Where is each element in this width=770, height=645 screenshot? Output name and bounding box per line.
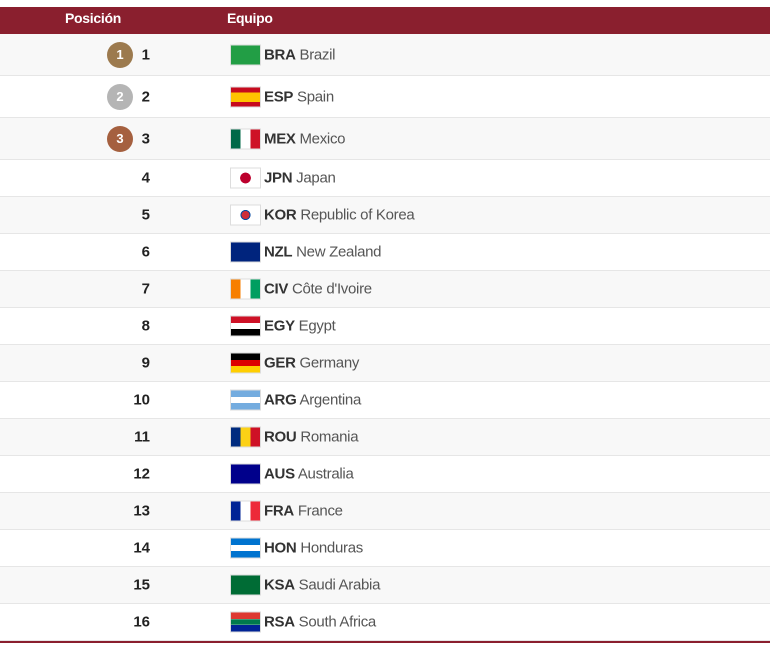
table-row[interactable]: 3 3 MEX Mexico bbox=[0, 118, 770, 160]
team-name[interactable]: GER Germany bbox=[264, 354, 360, 372]
position: 13 bbox=[133, 502, 150, 520]
header-position: Posición bbox=[65, 10, 121, 26]
team-name[interactable]: BRA Brazil bbox=[264, 46, 336, 63]
table-row[interactable]: 10 ARG Argentina bbox=[0, 382, 770, 419]
position: 3 bbox=[141, 130, 150, 147]
team-name[interactable]: MEX Mexico bbox=[264, 130, 346, 147]
position: 5 bbox=[141, 206, 150, 224]
medal-icon: 3 bbox=[107, 125, 133, 152]
team-name[interactable]: JPN Japan bbox=[264, 169, 336, 187]
flag-icon bbox=[230, 167, 261, 189]
table-row[interactable]: 5 KOR Republic of Korea bbox=[0, 197, 770, 234]
position: 6 bbox=[141, 243, 150, 261]
team-name[interactable]: CIV Côte d'Ivoire bbox=[264, 280, 372, 298]
flag-icon bbox=[230, 278, 261, 300]
team-name[interactable]: NZL New Zealand bbox=[264, 243, 382, 261]
flag-icon bbox=[230, 611, 261, 633]
team-name[interactable]: HON Honduras bbox=[264, 539, 363, 557]
team-name[interactable]: KSA Saudi Arabia bbox=[264, 576, 381, 594]
team-name[interactable]: ESP Spain bbox=[264, 88, 334, 105]
table-header: Posición Equipo bbox=[0, 7, 770, 34]
flag-icon bbox=[230, 128, 261, 149]
flag-icon bbox=[230, 574, 261, 596]
position: 11 bbox=[134, 428, 150, 446]
table-bottom-border bbox=[0, 641, 770, 643]
team-name[interactable]: ROU Romania bbox=[264, 428, 359, 446]
results-table: Posición Equipo 1 1 BRA Brazil 2 2 ESP Spain 3… bbox=[0, 7, 770, 643]
header-team: Equipo bbox=[227, 10, 273, 26]
flag-icon bbox=[230, 389, 261, 411]
flag-icon bbox=[230, 537, 261, 559]
medal-icon: 1 bbox=[107, 41, 133, 68]
position: 16 bbox=[133, 613, 150, 631]
position: 14 bbox=[133, 539, 150, 557]
table-body: 1 1 BRA Brazil 2 2 ESP Spain 3 3 MEX Mexico 4 JPN … bbox=[0, 34, 770, 641]
table-row[interactable]: 13 FRA France bbox=[0, 493, 770, 530]
flag-icon bbox=[230, 44, 261, 65]
team-name[interactable]: AUS Australia bbox=[264, 465, 354, 483]
flag-icon bbox=[230, 463, 261, 485]
position: 12 bbox=[133, 465, 150, 483]
table-row[interactable]: 2 2 ESP Spain bbox=[0, 76, 770, 118]
flag-icon bbox=[230, 86, 261, 107]
team-name[interactable]: FRA France bbox=[264, 502, 343, 520]
team-name[interactable]: RSA South Africa bbox=[264, 613, 376, 631]
team-name[interactable]: ARG Argentina bbox=[264, 391, 361, 409]
table-row[interactable]: 14 HON Honduras bbox=[0, 530, 770, 567]
medal-icon: 2 bbox=[107, 83, 133, 110]
position: 4 bbox=[141, 169, 150, 187]
team-name[interactable]: EGY Egypt bbox=[264, 317, 336, 335]
table-row[interactable]: 15 KSA Saudi Arabia bbox=[0, 567, 770, 604]
position: 10 bbox=[133, 391, 150, 409]
table-row[interactable]: 9 GER Germany bbox=[0, 345, 770, 382]
position: 7 bbox=[141, 280, 150, 298]
position: 9 bbox=[141, 354, 150, 372]
table-row[interactable]: 6 NZL New Zealand bbox=[0, 234, 770, 271]
table-row[interactable]: 1 1 BRA Brazil bbox=[0, 34, 770, 76]
position: 1 bbox=[141, 46, 150, 63]
team-name[interactable]: KOR Republic of Korea bbox=[264, 206, 415, 224]
flag-icon bbox=[230, 352, 261, 374]
table-row[interactable]: 12 AUS Australia bbox=[0, 456, 770, 493]
table-row[interactable]: 16 RSA South Africa bbox=[0, 604, 770, 641]
position: 2 bbox=[141, 88, 150, 105]
flag-icon bbox=[230, 315, 261, 337]
table-row[interactable]: 4 JPN Japan bbox=[0, 160, 770, 197]
table-row[interactable]: 7 CIV Côte d'Ivoire bbox=[0, 271, 770, 308]
position: 15 bbox=[133, 576, 150, 594]
flag-icon bbox=[230, 241, 261, 263]
table-row[interactable]: 11 ROU Romania bbox=[0, 419, 770, 456]
flag-icon bbox=[230, 426, 261, 448]
table-row[interactable]: 8 EGY Egypt bbox=[0, 308, 770, 345]
flag-icon bbox=[230, 204, 261, 226]
flag-icon bbox=[230, 500, 261, 522]
position: 8 bbox=[141, 317, 150, 335]
